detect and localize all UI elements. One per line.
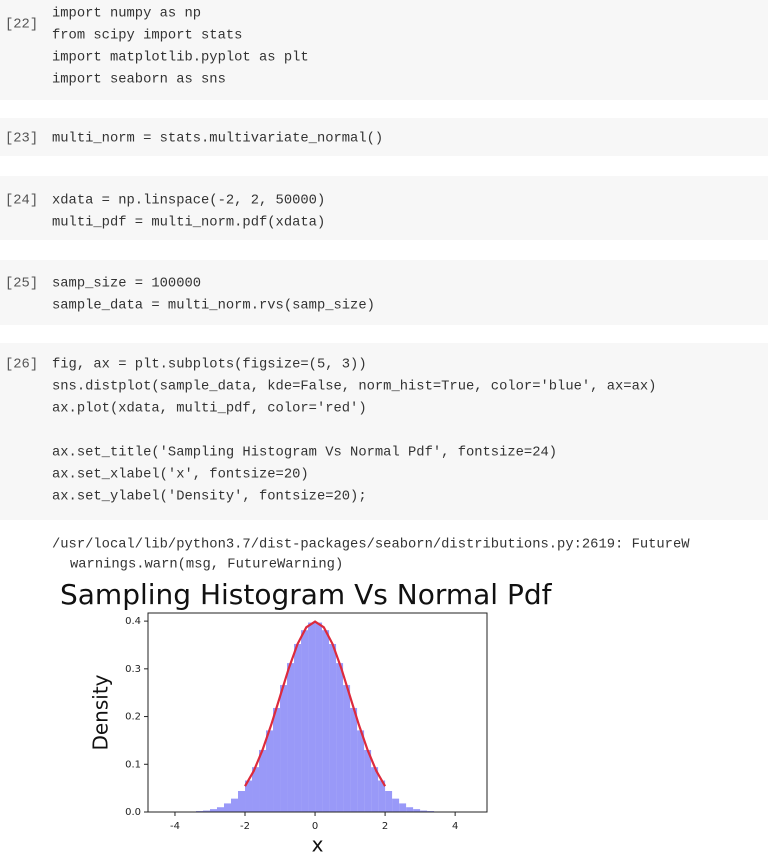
y-tick-label: 0.4 (125, 616, 141, 627)
code-line: import seaborn as sns (52, 72, 226, 88)
cell-prompt: [25] (5, 276, 38, 292)
histogram-bar (357, 730, 364, 812)
x-tick-label: 0 (312, 821, 318, 832)
code-line: fig, ax = plt.subplots(figsize=(5, 3)) (52, 357, 367, 373)
histogram-bar (336, 663, 343, 812)
code-line: ax.set_title('Sampling Histogram Vs Norm… (52, 445, 557, 461)
histogram-bar (392, 799, 399, 812)
histogram-bar (287, 663, 294, 812)
y-tick-label: 0.1 (125, 759, 141, 770)
chart-title: Sampling Histogram Vs Normal Pdf (60, 578, 553, 611)
histogram-bar (238, 791, 245, 812)
histogram-bar (399, 803, 406, 812)
code-line: import numpy as np (52, 6, 201, 22)
cell-prompt: [22] (5, 17, 38, 33)
code-line: xdata = np.linspace(-2, 2, 50000) (52, 193, 325, 209)
x-tick-label: -2 (240, 821, 250, 832)
histogram-bar (273, 708, 280, 812)
histogram-bar (329, 644, 336, 812)
code-line: ax.set_xlabel('x', fontsize=20) (52, 467, 309, 483)
histogram-bar (217, 807, 224, 812)
histogram-bar (280, 685, 287, 812)
cell-prompt: [23] (5, 131, 38, 147)
cell-bg (0, 260, 768, 325)
code-line: sample_data = multi_norm.rvs(samp_size) (52, 298, 375, 314)
code-line: multi_norm = stats.multivariate_normal() (52, 131, 383, 147)
output-line: /usr/local/lib/python3.7/dist-packages/s… (52, 537, 690, 553)
histogram-bar (301, 630, 308, 812)
code-line: ax.set_ylabel('Density', fontsize=20); (52, 489, 367, 505)
y-tick-label: 0.2 (125, 712, 141, 723)
histogram-bar (350, 708, 357, 812)
y-axis-label: Density (89, 674, 113, 750)
histogram-bar (406, 807, 413, 812)
code-line: from scipy import stats (52, 28, 242, 44)
histogram-bar (385, 791, 392, 812)
code-line: sns.distplot(sample_data, kde=False, nor… (52, 379, 656, 395)
output-line: warnings.warn(msg, FutureWarning) (70, 557, 343, 573)
histogram-bar (343, 685, 350, 812)
histogram-bar (322, 630, 329, 812)
histogram-bar (315, 623, 322, 812)
histogram-bar (294, 644, 301, 812)
histogram-bar (308, 623, 315, 812)
y-tick-label: 0.3 (125, 664, 141, 675)
code-line: import matplotlib.pyplot as plt (52, 50, 309, 66)
histogram-bar (259, 750, 266, 812)
histogram-bar (231, 799, 238, 812)
x-tick-label: -4 (170, 821, 180, 832)
code-line: samp_size = 100000 (52, 276, 201, 292)
x-axis-label: x (312, 833, 324, 853)
x-tick-label: 4 (452, 821, 458, 832)
cell-prompt: [26] (5, 357, 38, 373)
code-line: ax.plot(xdata, multi_pdf, color='red') (52, 401, 367, 417)
y-tick-label: 0.0 (125, 807, 141, 818)
cell-prompt: [24] (5, 193, 38, 209)
x-tick-label: 2 (382, 821, 388, 832)
code-line: multi_pdf = multi_norm.pdf(xdata) (52, 215, 325, 231)
histogram-bar (266, 730, 273, 812)
histogram-bar (224, 803, 231, 812)
histogram-bar (364, 750, 371, 812)
